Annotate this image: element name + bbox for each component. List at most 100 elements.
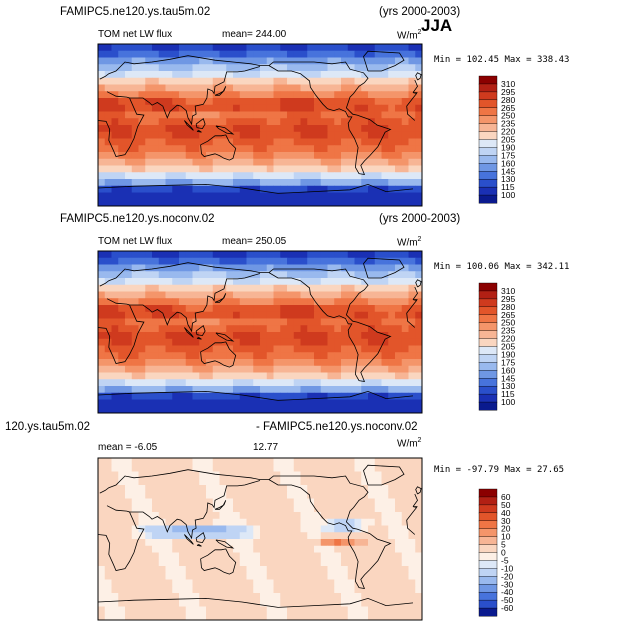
- map-cell: [111, 532, 119, 540]
- map-cell: [125, 84, 133, 92]
- map-cell: [381, 251, 389, 259]
- map-cell: [300, 406, 308, 414]
- map-cell: [172, 505, 180, 513]
- map-cell: [327, 518, 335, 526]
- map-cell: [131, 552, 139, 560]
- map-cell: [104, 125, 112, 133]
- map-cell: [307, 305, 315, 313]
- map-cell: [408, 359, 416, 367]
- map-cell: [320, 64, 328, 72]
- map-cell: [347, 125, 355, 133]
- map-cell: [266, 545, 274, 553]
- map-cell: [253, 566, 261, 574]
- coastline: [200, 548, 237, 575]
- map-cell: [415, 311, 423, 319]
- map-cell: [327, 458, 335, 466]
- map-cell: [158, 125, 166, 133]
- colorbar-swatch: [478, 370, 498, 379]
- map-cell: [192, 44, 200, 52]
- map-cell: [368, 606, 376, 614]
- map-cell: [253, 545, 261, 553]
- map-cell: [233, 179, 241, 187]
- map-cell: [253, 586, 261, 594]
- map-cell: [341, 471, 349, 479]
- map-cell: [381, 158, 389, 166]
- map-cell: [300, 104, 308, 112]
- map-cell: [219, 379, 227, 387]
- map-cell: [179, 278, 187, 286]
- map-cell: [260, 579, 268, 587]
- map-cell: [401, 579, 409, 587]
- map-cell: [347, 485, 355, 493]
- map-cell: [395, 172, 403, 180]
- map-cell: [179, 572, 187, 580]
- map-cell: [179, 406, 187, 414]
- map-cell: [401, 98, 409, 106]
- map-cell: [368, 345, 376, 353]
- map-cell: [152, 84, 160, 92]
- map-cell: [185, 111, 193, 119]
- map-cell: [179, 44, 187, 52]
- map-cell: [408, 77, 416, 85]
- map-cell: [179, 599, 187, 607]
- map-cell: [354, 372, 362, 380]
- map-cell: [104, 539, 112, 547]
- map-cell: [131, 145, 139, 153]
- map-cell: [266, 257, 274, 265]
- map-frame-3: [97, 457, 423, 621]
- map-cell: [361, 586, 369, 594]
- map-cell: [293, 552, 301, 560]
- colorbar-tick-label: 280: [501, 302, 515, 312]
- map-cell: [401, 84, 409, 92]
- map-cell: [158, 539, 166, 547]
- map-cell: [341, 158, 349, 166]
- map-cell: [273, 125, 281, 133]
- map-cell: [260, 158, 268, 166]
- map-cell: [233, 165, 241, 173]
- map-cell: [111, 613, 119, 621]
- map-cell: [152, 359, 160, 367]
- map-cell: [327, 325, 335, 333]
- map-cell: [287, 305, 295, 313]
- panel2-mean: mean= 250.05: [222, 236, 287, 247]
- map-cell: [199, 572, 207, 580]
- map-cell: [165, 44, 173, 52]
- map-cell: [273, 284, 281, 292]
- map-cell: [111, 145, 119, 153]
- map-cell: [300, 464, 308, 472]
- map-cell: [206, 478, 214, 486]
- map-cell: [104, 386, 112, 394]
- map-cell: [401, 325, 409, 333]
- map-cell: [300, 192, 308, 200]
- map-cell: [104, 291, 112, 299]
- map-cell: [185, 64, 193, 72]
- map-cell: [401, 545, 409, 553]
- map-cell: [212, 545, 220, 553]
- map-cell: [239, 458, 247, 466]
- map-cell: [253, 458, 261, 466]
- map-cell: [125, 606, 133, 614]
- map-cell: [158, 152, 166, 160]
- map-cell: [246, 111, 254, 119]
- map-cell: [138, 386, 146, 394]
- panel1-years: (yrs 2000-2003): [379, 6, 461, 18]
- map-cell: [233, 352, 241, 360]
- map-cell: [334, 152, 342, 160]
- map-cell: [145, 566, 153, 574]
- map-cell: [111, 77, 119, 85]
- map-cell: [253, 372, 261, 380]
- map-cell: [199, 464, 207, 472]
- map-cell: [98, 566, 106, 574]
- map-cell: [361, 291, 369, 299]
- map-cell: [395, 399, 403, 407]
- map-cell: [239, 192, 247, 200]
- map-cell: [368, 111, 376, 119]
- map-cell: [226, 512, 234, 520]
- map-cell: [314, 505, 322, 513]
- map-cell: [111, 478, 119, 486]
- map-cell: [226, 338, 234, 346]
- map-cell: [381, 264, 389, 272]
- colorbar-swatch: [478, 139, 498, 148]
- map-cell: [246, 525, 254, 533]
- map-cell: [300, 84, 308, 92]
